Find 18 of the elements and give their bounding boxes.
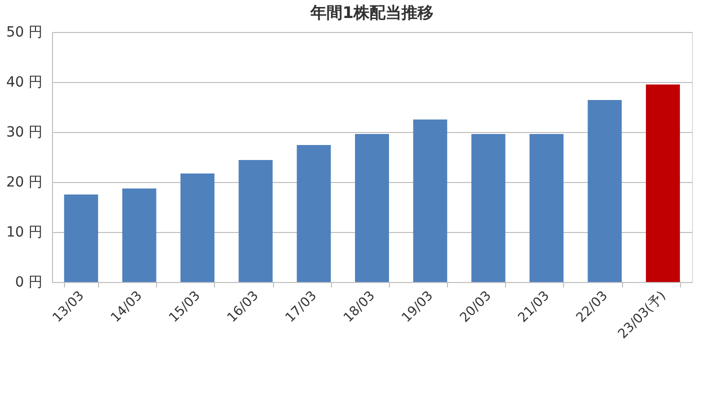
y-tick-label: 10 円 (6, 224, 42, 240)
bar (530, 134, 564, 282)
bar (471, 134, 506, 282)
bar (296, 145, 331, 282)
bar (413, 120, 448, 282)
bar (355, 134, 389, 282)
y-tick-label: 40 円 (6, 74, 42, 90)
y-tick-label: 50 円 (6, 24, 42, 40)
bar (64, 194, 98, 282)
bar (180, 174, 214, 282)
y-tick-label: 20 円 (6, 174, 42, 190)
y-tick-label: 0 円 (15, 274, 42, 290)
bar (588, 100, 622, 282)
bar (122, 188, 156, 282)
y-tick-label: 30 円 (6, 124, 42, 140)
bar (238, 160, 273, 282)
bar (646, 84, 680, 282)
chart-title: 年間1株配当推移 (309, 3, 434, 22)
